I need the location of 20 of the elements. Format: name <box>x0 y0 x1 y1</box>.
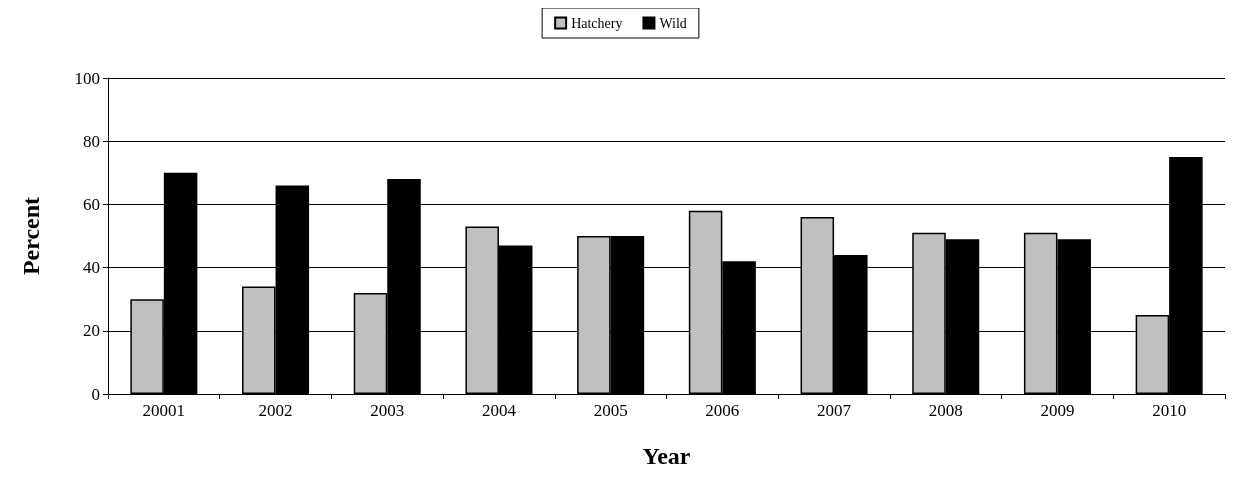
x-axis-title: Year <box>642 443 691 469</box>
y-tick-label: 0 <box>91 384 100 404</box>
x-tick-label: 2003 <box>370 401 405 420</box>
x-tick-label: 2006 <box>705 401 740 420</box>
x-tick-label: 20001 <box>142 401 186 420</box>
y-axis-title: Percent <box>18 196 44 276</box>
x-tick-label: 2005 <box>593 401 628 420</box>
x-tick-label: 2002 <box>258 401 293 420</box>
legend-label: Wild <box>659 15 687 31</box>
y-tick-label: 20 <box>83 321 100 341</box>
x-tick-label: 2009 <box>1040 401 1075 420</box>
x-tick-label: 2008 <box>928 401 963 420</box>
x-tick-label: 2010 <box>1152 401 1187 420</box>
y-tick-label: 40 <box>83 258 100 278</box>
y-tick-label: 100 <box>74 68 100 88</box>
legend-label: Hatchery <box>571 15 623 31</box>
y-tick-label: 60 <box>83 194 100 214</box>
x-tick-label: 2004 <box>481 401 517 420</box>
y-tick-label: 80 <box>83 131 100 151</box>
x-tick-label: 2007 <box>817 401 852 420</box>
